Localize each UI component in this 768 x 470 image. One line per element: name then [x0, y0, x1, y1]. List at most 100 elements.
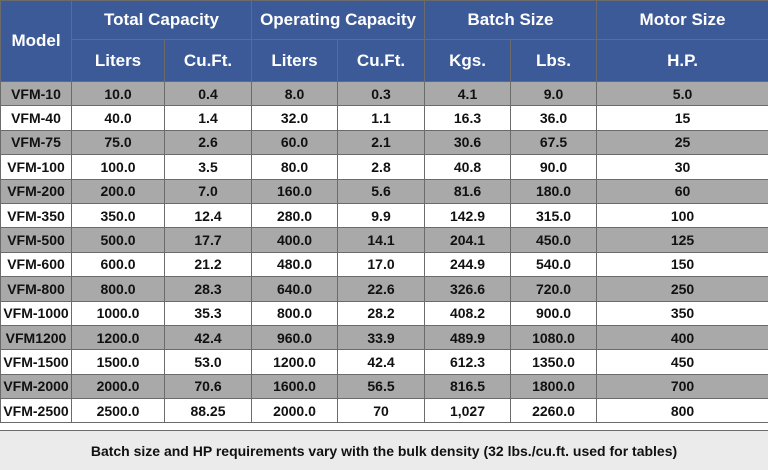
cell-operating-liters: 480.0: [252, 252, 338, 276]
cell-hp: 30: [597, 155, 768, 179]
cell-operating-liters: 2000.0: [252, 399, 338, 423]
cell-operating-cuft: 56.5: [338, 374, 425, 398]
cell-operating-cuft: 9.9: [338, 203, 425, 227]
cell-hp: 450: [597, 350, 768, 374]
cell-lbs: 1350.0: [511, 350, 597, 374]
cell-total-liters: 800.0: [72, 277, 165, 301]
cell-total-liters: 200.0: [72, 179, 165, 203]
cell-operating-cuft: 70: [338, 399, 425, 423]
cell-operating-liters: 32.0: [252, 106, 338, 130]
cell-operating-liters: 400.0: [252, 228, 338, 252]
cell-model: VFM-100: [1, 155, 72, 179]
cell-operating-cuft: 1.1: [338, 106, 425, 130]
cell-total-liters: 350.0: [72, 203, 165, 227]
cell-operating-liters: 1600.0: [252, 374, 338, 398]
cell-lbs: 1080.0: [511, 325, 597, 349]
cell-lbs: 90.0: [511, 155, 597, 179]
header-model: Model: [1, 1, 72, 82]
cell-total-liters: 500.0: [72, 228, 165, 252]
cell-total-cuft: 70.6: [165, 374, 252, 398]
cell-model: VFM-1500: [1, 350, 72, 374]
cell-kgs: 1,027: [425, 399, 511, 423]
cell-hp: 60: [597, 179, 768, 203]
cell-lbs: 180.0: [511, 179, 597, 203]
cell-hp: 15: [597, 106, 768, 130]
cell-model: VFM-600: [1, 252, 72, 276]
cell-model: VFM-800: [1, 277, 72, 301]
cell-hp: 5.0: [597, 82, 768, 106]
cell-hp: 350: [597, 301, 768, 325]
cell-operating-cuft: 22.6: [338, 277, 425, 301]
cell-kgs: 204.1: [425, 228, 511, 252]
cell-total-cuft: 3.5: [165, 155, 252, 179]
cell-operating-cuft: 2.1: [338, 130, 425, 154]
cell-kgs: 30.6: [425, 130, 511, 154]
cell-operating-cuft: 28.2: [338, 301, 425, 325]
cell-total-liters: 1000.0: [72, 301, 165, 325]
cell-total-cuft: 12.4: [165, 203, 252, 227]
header-operating-capacity: Operating Capacity: [252, 1, 425, 40]
cell-lbs: 2260.0: [511, 399, 597, 423]
cell-operating-liters: 640.0: [252, 277, 338, 301]
header-unit-lbs: Lbs.: [511, 40, 597, 82]
cell-hp: 100: [597, 203, 768, 227]
cell-total-liters: 2000.0: [72, 374, 165, 398]
cell-hp: 700: [597, 374, 768, 398]
cell-model: VFM-40: [1, 106, 72, 130]
header-row-units: Liters Cu.Ft. Liters Cu.Ft. Kgs. Lbs. H.…: [1, 40, 768, 82]
cell-total-liters: 1500.0: [72, 350, 165, 374]
cell-total-cuft: 7.0: [165, 179, 252, 203]
cell-lbs: 1800.0: [511, 374, 597, 398]
header-total-capacity: Total Capacity: [72, 1, 252, 40]
cell-total-liters: 2500.0: [72, 399, 165, 423]
cell-kgs: 4.1: [425, 82, 511, 106]
cell-kgs: 81.6: [425, 179, 511, 203]
cell-total-liters: 75.0: [72, 130, 165, 154]
cell-total-liters: 40.0: [72, 106, 165, 130]
cell-operating-cuft: 5.6: [338, 179, 425, 203]
cell-operating-liters: 8.0: [252, 82, 338, 106]
header-unit-hp: H.P.: [597, 40, 768, 82]
header-unit-operating-cuft: Cu.Ft.: [338, 40, 425, 82]
cell-total-liters: 600.0: [72, 252, 165, 276]
cell-model: VFM-1000: [1, 301, 72, 325]
cell-operating-cuft: 14.1: [338, 228, 425, 252]
header-batch-size: Batch Size: [425, 1, 597, 40]
cell-operating-liters: 160.0: [252, 179, 338, 203]
cell-operating-liters: 60.0: [252, 130, 338, 154]
cell-total-liters: 1200.0: [72, 325, 165, 349]
cell-operating-liters: 280.0: [252, 203, 338, 227]
cell-lbs: 315.0: [511, 203, 597, 227]
cell-hp: 800: [597, 399, 768, 423]
cell-operating-liters: 80.0: [252, 155, 338, 179]
cell-total-cuft: 17.7: [165, 228, 252, 252]
cell-operating-cuft: 0.3: [338, 82, 425, 106]
cell-operating-cuft: 42.4: [338, 350, 425, 374]
cell-model: VFM-200: [1, 179, 72, 203]
cell-kgs: 612.3: [425, 350, 511, 374]
cell-lbs: 450.0: [511, 228, 597, 252]
cell-kgs: 408.2: [425, 301, 511, 325]
header-unit-total-liters: Liters: [72, 40, 165, 82]
cell-kgs: 489.9: [425, 325, 511, 349]
cell-total-cuft: 35.3: [165, 301, 252, 325]
header-motor-size: Motor Size: [597, 1, 768, 40]
cell-model: VFM1200: [1, 325, 72, 349]
cell-model: VFM-75: [1, 130, 72, 154]
cell-total-cuft: 1.4: [165, 106, 252, 130]
cell-kgs: 326.6: [425, 277, 511, 301]
cell-model: VFM-2000: [1, 374, 72, 398]
cell-model: VFM-10: [1, 82, 72, 106]
header-unit-total-cuft: Cu.Ft.: [165, 40, 252, 82]
cell-total-cuft: 53.0: [165, 350, 252, 374]
cell-total-cuft: 21.2: [165, 252, 252, 276]
